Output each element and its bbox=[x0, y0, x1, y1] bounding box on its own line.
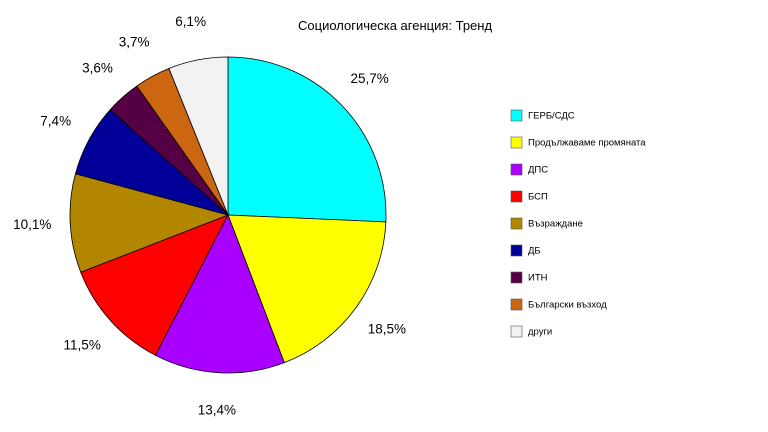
slice-value-label: 13,4% bbox=[198, 402, 236, 417]
legend-label: ИТН bbox=[528, 273, 548, 284]
legend-label: ГЕРБ/СДС bbox=[528, 111, 575, 122]
pie-slice bbox=[168, 56, 229, 216]
legend-label: Български възход bbox=[528, 300, 607, 311]
legend-label: Възраждане bbox=[528, 219, 583, 230]
slice-value-label: 7,4% bbox=[40, 113, 71, 128]
legend-swatch bbox=[510, 109, 523, 122]
slice-value-label: 11,5% bbox=[64, 338, 101, 353]
pie-slice bbox=[80, 214, 229, 356]
legend: ГЕРБ/СДС Продължаваме промяната ДПС БСП Възр… bbox=[510, 109, 646, 338]
slice-value-label: 10,1% bbox=[13, 217, 51, 232]
legend-label: БСП bbox=[528, 192, 548, 203]
slice-value-label: 3,7% bbox=[119, 34, 150, 49]
legend-swatch bbox=[510, 325, 523, 338]
pie-slice bbox=[227, 56, 387, 223]
legend-label: Продължаваме промяната bbox=[528, 138, 646, 149]
chart-title: Социологическа агенция: Тренд bbox=[298, 18, 493, 33]
slice-value-label: 18,5% bbox=[368, 321, 406, 336]
pie-slices bbox=[69, 56, 387, 374]
legend-swatch bbox=[510, 217, 523, 230]
slice-value-label: 3,6% bbox=[82, 60, 113, 75]
legend-label: ДБ bbox=[528, 246, 541, 257]
legend-label: други bbox=[528, 327, 552, 338]
pie-slice bbox=[154, 214, 285, 374]
slice-value-label: 6,1% bbox=[175, 14, 206, 29]
legend-swatch bbox=[510, 298, 523, 311]
legend-swatch bbox=[510, 271, 523, 284]
slice-labels: 25,7% 18,5% 13,4% 11,5% 10,1% 7,4% 3,6% 3,7% 6,1… bbox=[13, 14, 406, 417]
pie-slice bbox=[69, 173, 230, 273]
legend-swatch bbox=[510, 163, 523, 176]
legend-swatch bbox=[510, 244, 523, 257]
pie-slice bbox=[227, 214, 387, 364]
legend-swatch bbox=[510, 190, 523, 203]
legend-swatch bbox=[510, 136, 523, 149]
legend-label: ДПС bbox=[528, 165, 548, 176]
slice-value-label: 25,7% bbox=[350, 71, 388, 86]
